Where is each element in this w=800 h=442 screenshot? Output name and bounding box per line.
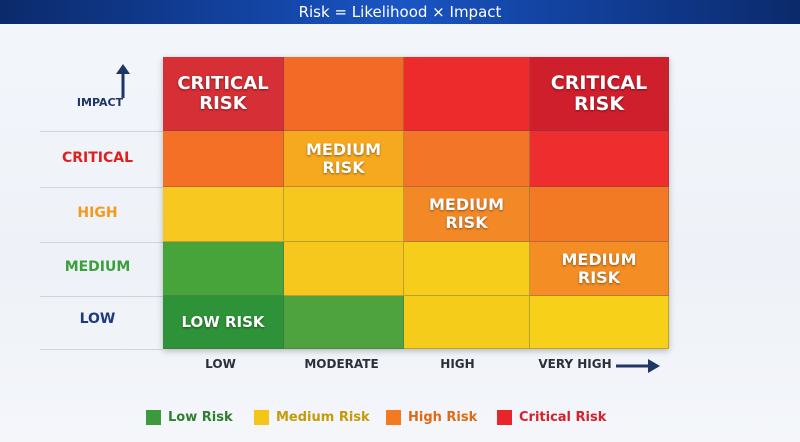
matrix-cell-r2-c0 xyxy=(163,187,284,242)
matrix-cell-r3-c3: MEDIUM RISK xyxy=(530,242,669,296)
legend-item-high-risk: High Risk xyxy=(386,410,477,425)
row-divider xyxy=(40,242,163,243)
col-label-high: HIGH xyxy=(440,357,475,371)
legend-item-medium-risk: Medium Risk xyxy=(254,410,370,425)
matrix-cell-r2-c2: MEDIUM RISK xyxy=(404,187,530,242)
legend: Low Risk Medium Risk High Risk Critical … xyxy=(0,410,800,430)
row-divider xyxy=(40,349,163,350)
matrix-cell-r4-c1 xyxy=(284,296,404,349)
legend-item-low-risk: Low Risk xyxy=(146,410,233,425)
legend-swatch xyxy=(386,410,401,425)
matrix-cell-r2-c3 xyxy=(530,187,669,242)
matrix-cell-r3-c0 xyxy=(163,242,284,296)
legend-label: Critical Risk xyxy=(519,410,607,425)
row-divider xyxy=(40,187,163,188)
matrix-cell-r3-c2 xyxy=(404,242,530,296)
page-title: Risk = Likelihood × Impact xyxy=(0,0,800,24)
row-divider xyxy=(40,131,163,132)
row-label-low: LOW xyxy=(79,311,116,327)
matrix-cell-r0-c3: CRITICAL RISK xyxy=(530,57,669,131)
legend-label: Low Risk xyxy=(168,410,233,425)
matrix-cell-r1-c1: MEDIUM RISK xyxy=(284,131,404,187)
row-label-critical: CRITICAL xyxy=(61,150,134,166)
matrix-cell-r1-c3 xyxy=(530,131,669,187)
likelihood-arrow-icon xyxy=(616,358,660,379)
matrix-cell-r2-c1 xyxy=(284,187,404,242)
matrix-cell-r1-c2 xyxy=(404,131,530,187)
matrix-cell-r4-c2 xyxy=(404,296,530,349)
matrix-cell-r0-c0: CRITICAL RISK xyxy=(163,57,284,131)
col-label-very-high: VERY HIGH xyxy=(538,357,612,371)
legend-swatch xyxy=(146,410,161,425)
row-label-medium: MEDIUM xyxy=(64,259,131,275)
legend-label: Medium Risk xyxy=(276,410,370,425)
legend-swatch xyxy=(497,410,512,425)
legend-item-critical-risk: Critical Risk xyxy=(497,410,606,425)
impact-axis-label: IMPACT xyxy=(76,96,124,109)
matrix-cell-r0-c1 xyxy=(284,57,404,131)
risk-matrix: CRITICAL RISK CRITICAL RISK MEDIUM RISK MED… xyxy=(163,57,669,349)
matrix-cell-r0-c2 xyxy=(404,57,530,131)
matrix-cell-r3-c1 xyxy=(284,242,404,296)
matrix-cell-r4-c3 xyxy=(530,296,669,349)
col-label-moderate: MODERATE xyxy=(304,357,379,371)
matrix-cell-r1-c0 xyxy=(163,131,284,187)
matrix-cell-r4-c0: LOW RISK xyxy=(163,296,284,349)
col-label-low: LOW xyxy=(205,357,236,371)
legend-swatch xyxy=(254,410,269,425)
legend-label: High Risk xyxy=(408,410,478,425)
row-label-high: HIGH xyxy=(77,205,118,221)
impact-arrow-icon xyxy=(115,64,131,105)
row-divider xyxy=(40,296,163,297)
